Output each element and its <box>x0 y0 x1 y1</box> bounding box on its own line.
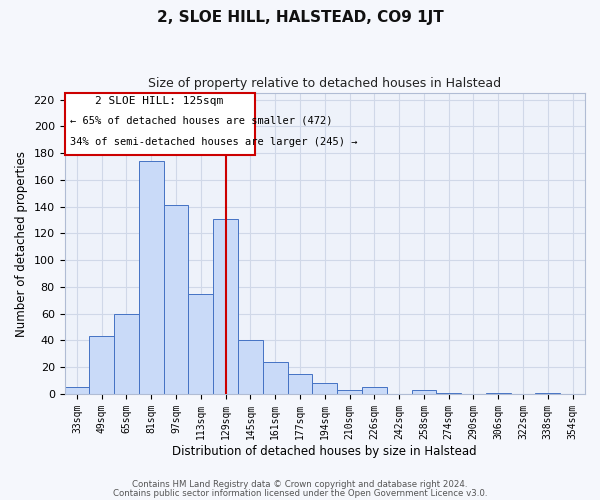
Text: 2, SLOE HILL, HALSTEAD, CO9 1JT: 2, SLOE HILL, HALSTEAD, CO9 1JT <box>157 10 443 25</box>
Bar <box>65 388 89 394</box>
Bar <box>263 362 287 394</box>
Bar <box>213 219 238 394</box>
Bar <box>188 294 213 394</box>
Bar <box>139 162 164 394</box>
Bar <box>362 388 387 394</box>
Bar <box>238 340 263 394</box>
Bar <box>89 336 114 394</box>
Text: Contains public sector information licensed under the Open Government Licence v3: Contains public sector information licen… <box>113 489 487 498</box>
Bar <box>114 314 139 394</box>
FancyBboxPatch shape <box>65 93 254 154</box>
Bar <box>535 392 560 394</box>
Bar <box>337 390 362 394</box>
X-axis label: Distribution of detached houses by size in Halstead: Distribution of detached houses by size … <box>172 444 477 458</box>
Text: Contains HM Land Registry data © Crown copyright and database right 2024.: Contains HM Land Registry data © Crown c… <box>132 480 468 489</box>
Text: 2 SLOE HILL: 125sqm: 2 SLOE HILL: 125sqm <box>95 96 224 106</box>
Bar <box>486 392 511 394</box>
Bar <box>164 206 188 394</box>
Text: ← 65% of detached houses are smaller (472): ← 65% of detached houses are smaller (47… <box>70 116 332 126</box>
Bar <box>412 390 436 394</box>
Text: 34% of semi-detached houses are larger (245) →: 34% of semi-detached houses are larger (… <box>70 136 357 146</box>
Bar <box>287 374 313 394</box>
Y-axis label: Number of detached properties: Number of detached properties <box>15 150 28 336</box>
Bar <box>436 392 461 394</box>
Title: Size of property relative to detached houses in Halstead: Size of property relative to detached ho… <box>148 78 502 90</box>
Bar <box>313 384 337 394</box>
